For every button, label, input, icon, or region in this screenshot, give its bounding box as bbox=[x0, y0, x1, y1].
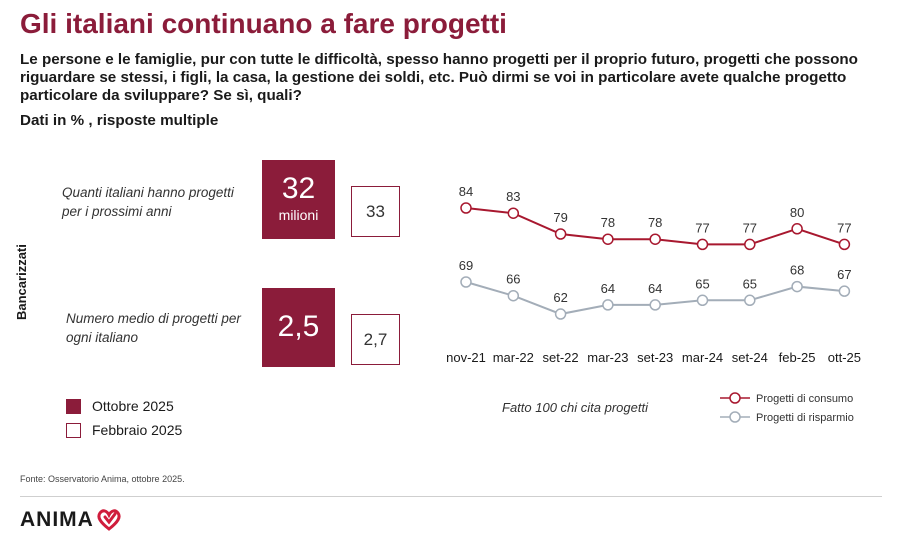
x-tick-label-3: mar-23 bbox=[587, 350, 628, 365]
data-point-1-7 bbox=[791, 280, 803, 293]
x-tick-label-2: set-22 bbox=[543, 350, 579, 365]
anima-logo: ANIMA bbox=[20, 505, 122, 535]
data-label-1-4: 64 bbox=[648, 281, 662, 296]
data-label-1-6: 65 bbox=[743, 276, 757, 291]
data-label-0-2: 79 bbox=[553, 210, 567, 225]
data-point-1-0 bbox=[460, 276, 472, 288]
legend-label-0: Progetti di consumo bbox=[756, 393, 853, 405]
survey-question: Le persone e le famiglie, pur con tutte … bbox=[20, 51, 858, 104]
data-label-1-5: 65 bbox=[695, 276, 709, 291]
x-tick-label-4: set-23 bbox=[637, 350, 673, 365]
kpi-question-2: Numero medio di progetti per ogni italia… bbox=[66, 311, 241, 345]
side-label: Bancarizzati bbox=[14, 244, 29, 320]
data-label-0-7: 80 bbox=[790, 205, 804, 220]
footer-divider bbox=[20, 496, 882, 497]
kpi-question-1: Quanti italiani hanno progetti per i pro… bbox=[62, 185, 234, 219]
page-title: Gli italiani continuano a fare progetti bbox=[20, 8, 507, 39]
kpi-current-value-1: 32 bbox=[281, 172, 316, 205]
data-point-1-1 bbox=[507, 289, 520, 302]
legend-label-october: Ottobre 2025 bbox=[92, 398, 174, 414]
data-label-0-3: 78 bbox=[601, 215, 615, 230]
data-point-1-3 bbox=[602, 299, 614, 311]
legend-marker-0 bbox=[729, 392, 741, 404]
data-point-0-3 bbox=[602, 233, 614, 245]
legend-swatch-filled bbox=[66, 399, 81, 414]
x-tick-label-0: nov-21 bbox=[446, 350, 486, 365]
data-point-0-6 bbox=[744, 238, 756, 251]
x-tick-label-7: feb-25 bbox=[779, 350, 816, 365]
legend-swatch-outline bbox=[66, 423, 81, 438]
data-point-0-7 bbox=[791, 223, 803, 235]
heart-icon bbox=[97, 509, 121, 531]
data-point-0-5 bbox=[696, 238, 709, 251]
legend-label-february: Febbraio 2025 bbox=[92, 422, 183, 438]
legend-marker-1 bbox=[729, 411, 741, 423]
data-label-0-0: 84 bbox=[459, 184, 473, 199]
kpi-current-unit-1: milioni bbox=[278, 207, 319, 223]
x-tick-label-5: mar-24 bbox=[682, 350, 723, 365]
data-point-1-2 bbox=[554, 308, 567, 320]
data-point-0-4 bbox=[649, 233, 661, 245]
kpi-previous-box-1: 33 bbox=[351, 186, 400, 237]
kpi-previous-box-2: 2,7 bbox=[351, 314, 400, 365]
data-label-1-0: 69 bbox=[459, 258, 473, 273]
data-note: Dati in % , risposte multiple bbox=[20, 112, 219, 129]
data-label-1-8: 67 bbox=[837, 267, 851, 282]
data-point-0-8 bbox=[838, 238, 851, 251]
x-tick-label-6: set-24 bbox=[732, 350, 768, 365]
data-label-1-7: 68 bbox=[790, 263, 804, 278]
x-tick-label-8: ott-25 bbox=[828, 350, 861, 365]
data-label-1-2: 62 bbox=[553, 290, 567, 305]
data-point-0-1 bbox=[507, 207, 520, 219]
data-label-0-5: 77 bbox=[695, 220, 709, 235]
kpi-current-box-2: 2,5 bbox=[262, 288, 335, 367]
data-point-1-8 bbox=[838, 285, 851, 297]
data-label-0-1: 83 bbox=[506, 189, 520, 204]
legend-label-1: Progetti di risparmio bbox=[756, 412, 854, 424]
data-label-1-3: 64 bbox=[601, 281, 615, 296]
source-note: Fonte: Osservatorio Anima, ottobre 2025. bbox=[20, 474, 185, 484]
data-label-0-6: 77 bbox=[743, 220, 757, 235]
data-label-1-1: 66 bbox=[506, 272, 520, 287]
data-point-1-4 bbox=[649, 299, 661, 311]
line-chart: 84 83 79 78 78 77 77 80 77 69 66 62 64 64 65 65 68 67 nov-… bbox=[446, 184, 861, 424]
data-point-0-0 bbox=[460, 202, 472, 214]
data-label-0-8: 77 bbox=[837, 220, 851, 235]
data-label-0-4: 78 bbox=[648, 215, 662, 230]
chart-annotation: Fatto 100 chi cita progetti bbox=[502, 400, 648, 415]
logo-text: ANIMA bbox=[20, 508, 94, 531]
kpi-current-value-2: 2,5 bbox=[277, 310, 320, 343]
kpi-current-box-1: 32 milioni bbox=[262, 160, 335, 239]
x-tick-label-1: mar-22 bbox=[493, 350, 534, 365]
data-point-0-2 bbox=[554, 228, 567, 240]
data-point-1-5 bbox=[696, 294, 709, 307]
data-point-1-6 bbox=[744, 294, 756, 307]
